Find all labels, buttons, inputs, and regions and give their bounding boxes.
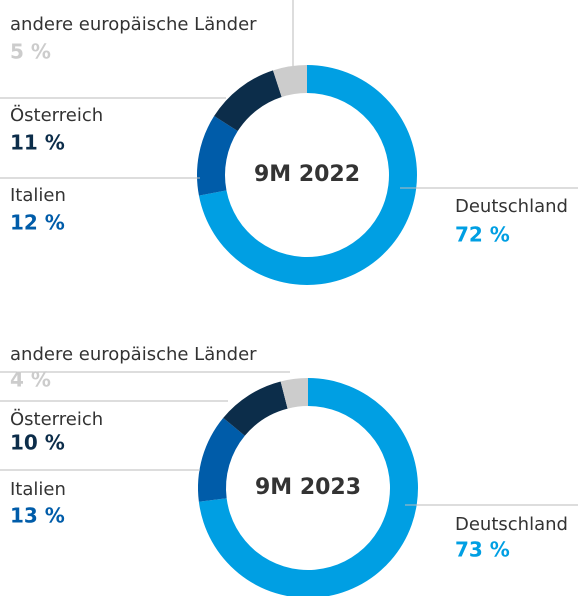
slice-name: Österreich (10, 408, 103, 430)
slice-value: 73 % (455, 538, 510, 562)
donut-slice (273, 65, 307, 98)
slice-value: 4 % (10, 368, 51, 392)
slice-value: 11 % (10, 131, 65, 155)
slice-value: 13 % (10, 504, 65, 528)
donut-slice (223, 381, 288, 436)
donut-slice (197, 417, 245, 502)
donut-slice (280, 378, 308, 409)
slice-value: 12 % (10, 211, 65, 235)
chart-title: 9M 2023 (255, 475, 361, 500)
slice-name: Italien (10, 185, 66, 206)
slice-value: 72 % (455, 223, 510, 247)
slice-name: andere europäische Länder (10, 14, 257, 35)
slice-name: andere europäische Länder (10, 344, 257, 365)
slice-name: Deutschland (455, 196, 568, 217)
donut-slice (197, 116, 238, 196)
slice-name: Deutschland (455, 514, 568, 535)
chart-title: 9M 2022 (254, 162, 360, 187)
slice-name: Italien (10, 479, 66, 500)
donut-slice (214, 70, 282, 132)
slice-value: 5 % (10, 40, 51, 64)
slice-value: 10 % (10, 431, 65, 455)
slice-name: Österreich (10, 104, 103, 126)
